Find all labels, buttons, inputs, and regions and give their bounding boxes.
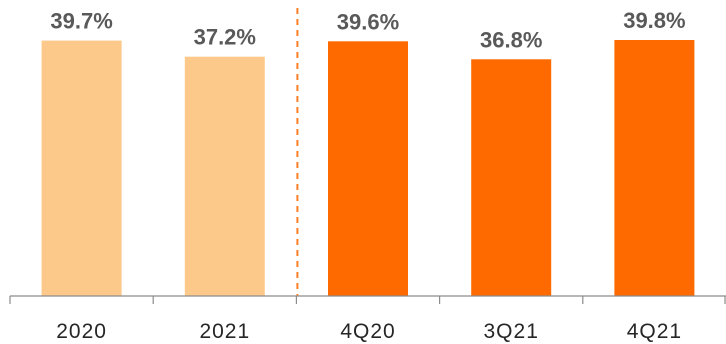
- x-tick-label-3q21: 3Q21: [484, 320, 539, 343]
- value-label-3q21: 36.8%: [480, 27, 542, 52]
- bar-2021: [184, 56, 265, 297]
- bar-2020: [41, 40, 122, 296]
- x-tick-label-2020: 2020: [56, 320, 107, 343]
- bar-3q21: [471, 59, 552, 296]
- value-label-4q20: 39.6%: [337, 9, 399, 34]
- bar-4q21: [614, 40, 695, 296]
- x-tick-label-4q20: 4Q20: [340, 320, 395, 343]
- value-label-4q21: 39.8%: [623, 8, 685, 33]
- bar-4q20: [328, 41, 408, 296]
- x-tick-label-4q21: 4Q21: [627, 320, 682, 343]
- x-tick-label-2021: 2021: [199, 320, 250, 343]
- value-label-2020: 39.7%: [50, 9, 112, 34]
- value-label-2021: 37.2%: [194, 25, 256, 50]
